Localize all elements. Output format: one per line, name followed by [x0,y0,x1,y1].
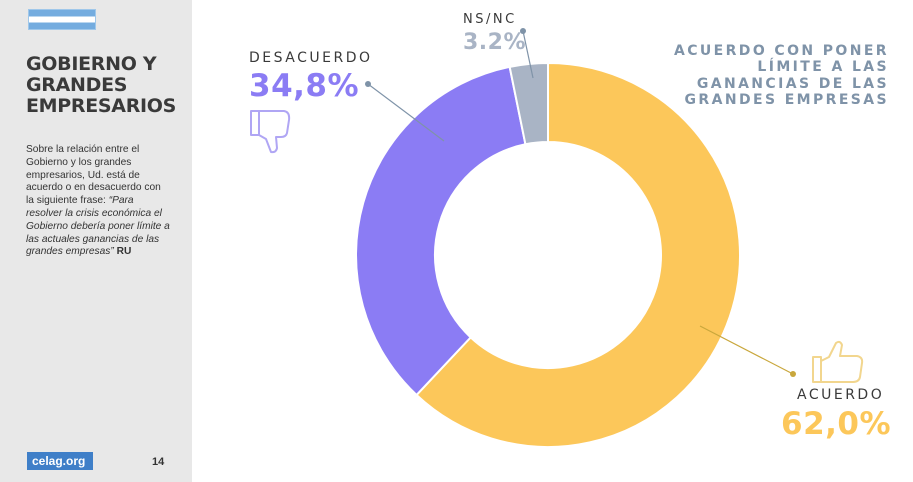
question-description: Sobre la relación entre el Gobierno y lo… [26,144,170,259]
sidebar: GOBIERNO Y GRANDES EMPRESARIOS Sobre la … [0,0,192,482]
desacuerdo-percentage: 34,8% [249,68,360,104]
desacuerdo-label: DESACUERDO [249,50,373,66]
acuerdo-limite-note: ACUERDO CON PONER LÍMITE A LAS GANANCIAS… [673,43,889,109]
source-tag: RU [116,246,132,258]
thumbs-up-icon [812,340,864,383]
slice-acuerdo [415,61,741,448]
acuerdo-leader-dot [790,371,796,377]
acuerdo-leader-line [699,325,794,375]
page-number: 14 [152,456,165,468]
desacuerdo-leader-dot [365,81,371,87]
nsnc-label: NS/NC [463,12,517,27]
question-quote: “Para resolver la crisis económica el Go… [26,195,170,258]
argentina-flag-icon [28,9,96,30]
desacuerdo-leader-line [367,83,445,142]
thumbs-down-icon [250,110,291,154]
donut-slices [355,61,741,448]
question-intro: Sobre la relación entre el Gobierno y lo… [26,144,161,207]
nsnc-percentage: 3.2% [463,30,527,55]
acuerdo-label: ACUERDO [797,387,885,403]
page-title: GOBIERNO Y GRANDES EMPRESARIOS [26,53,177,117]
nsnc-leader-dot [520,28,526,34]
acuerdo-percentage: 62,0% [781,406,892,442]
slice-desacuerdo [355,65,527,397]
nsnc-leader-line [522,30,534,79]
slice-ns-nc [508,61,549,146]
celag-logo: celag.org [27,452,93,470]
